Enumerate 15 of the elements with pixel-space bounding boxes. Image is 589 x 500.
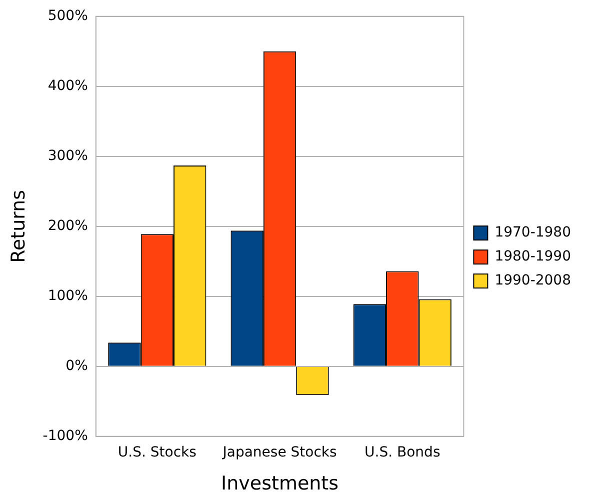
x-axis-title: Investments — [221, 472, 339, 495]
legend-label: 1990-2008 — [494, 272, 572, 289]
legend-label: 1970-1980 — [494, 224, 572, 241]
y-axis-title: Returns — [7, 190, 30, 263]
y-tick-label: 200% — [48, 218, 88, 234]
x-tick-label: Japanese Stocks — [222, 444, 337, 460]
y-tick-label: 300% — [48, 148, 88, 164]
y-tick-label: 0% — [66, 358, 88, 374]
y-tick-label: -100% — [42, 428, 88, 444]
x-tick-label: U.S. Bonds — [364, 444, 440, 460]
y-tick-label: 500% — [48, 8, 88, 24]
x-tick-label: U.S. Stocks — [118, 444, 196, 460]
y-tick-label: 100% — [48, 288, 88, 304]
legend-label: 1980-1990 — [494, 248, 572, 265]
y-tick-label: 400% — [48, 78, 88, 94]
